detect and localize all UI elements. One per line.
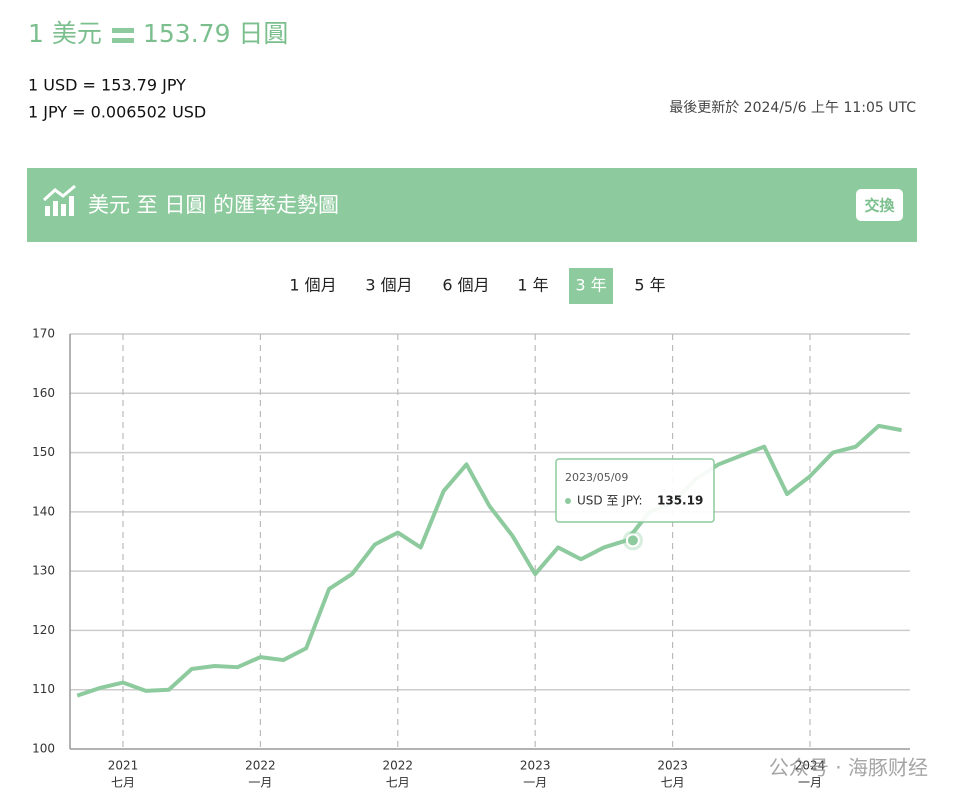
range-tab[interactable]: 1 年: [517, 276, 548, 295]
x-tick-sublabel: 七月: [386, 776, 410, 790]
y-tick-label: 120: [32, 623, 55, 637]
y-tick-label: 100: [32, 742, 55, 756]
rate-line: [76, 423, 902, 698]
range-tab[interactable]: 3 個月: [365, 276, 412, 295]
x-tick-label: 2023: [520, 759, 551, 773]
updated-time: 最後更新於 2024/5/6 上午 11:05 UTC: [669, 100, 916, 116]
x-tick-label: 2024: [795, 759, 826, 773]
tooltip-value: 135.19: [657, 494, 703, 508]
x-tick-label: 2022: [383, 759, 414, 773]
range-tab[interactable]: 6 個月: [442, 276, 489, 295]
title-from: 1 美元: [28, 19, 102, 48]
watermark: 公众号 · 海豚财经: [769, 756, 928, 780]
chart-icon: [42, 184, 76, 216]
title-to: 153.79 日圓: [143, 19, 288, 48]
swap-button[interactable]: [856, 189, 903, 221]
y-tick-label: 160: [32, 386, 55, 400]
y-tick-label: 150: [32, 445, 55, 459]
equals-sign: [112, 28, 134, 33]
tooltip-box: [555, 458, 715, 523]
x-tick-label: 2022: [245, 759, 276, 773]
y-tick-label: 130: [32, 564, 55, 578]
tooltip-dot: [565, 498, 571, 504]
x-tick-sublabel: 一月: [798, 776, 822, 790]
tab-active-bg[interactable]: [569, 268, 613, 304]
x-tick-label: 2023: [657, 759, 688, 773]
tooltip-label: USD 至 JPY:: [577, 494, 643, 508]
range-tab[interactable]: 1 個月: [289, 276, 336, 295]
x-tick-sublabel: 一月: [523, 776, 547, 790]
y-tick-label: 170: [32, 327, 55, 341]
y-tick-label: 110: [32, 682, 55, 696]
range-tab[interactable]: 3 年: [575, 276, 606, 295]
rate-line: 1 JPY = 0.006502 USD: [28, 103, 206, 122]
x-tick-sublabel: 七月: [111, 776, 135, 790]
y-tick-label: 140: [32, 504, 55, 518]
x-tick-sublabel: 一月: [248, 776, 272, 790]
x-tick-sublabel: 七月: [661, 776, 685, 790]
range-tab[interactable]: 5 年: [634, 276, 665, 295]
hover-point: [625, 533, 640, 548]
equals-sign: [112, 38, 134, 43]
rate-line: 1 USD = 153.79 JPY: [28, 76, 186, 95]
banner-title: 美元 至 日圓 的匯率走勢圖: [88, 193, 339, 217]
swap-button-label[interactable]: 交換: [864, 197, 895, 215]
tooltip-date: 2023/05/09: [565, 471, 628, 484]
x-tick-label: 2021: [108, 759, 139, 773]
banner: [27, 168, 917, 242]
